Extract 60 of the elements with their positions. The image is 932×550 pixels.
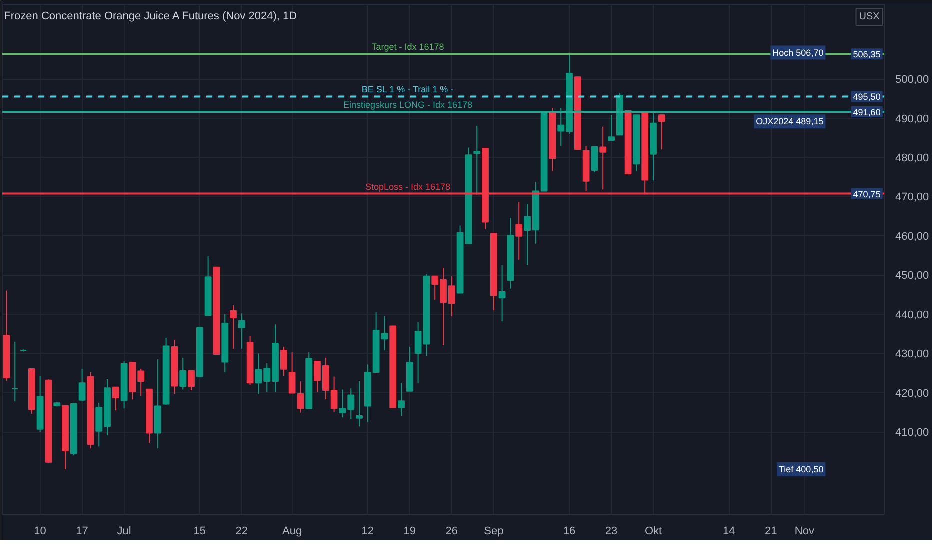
- x-tick-label: Aug: [282, 526, 302, 538]
- candlestick: [112, 386, 120, 412]
- candlestick: [280, 346, 288, 377]
- candlestick: [414, 322, 422, 384]
- y-tick-label: 470,00: [896, 192, 930, 204]
- candlestick: [288, 352, 296, 394]
- y-tick-label: 460,00: [896, 230, 930, 243]
- annotation: 495,50: [853, 92, 881, 102]
- x-tick-label: 19: [404, 526, 416, 538]
- annotation: USX: [859, 12, 880, 22]
- x-tick-label: 22: [236, 526, 248, 538]
- x-tick-label: 21: [764, 526, 778, 538]
- x-tick-label: 15: [194, 526, 206, 538]
- candlestick: [608, 114, 615, 142]
- x-tick-label: Okt: [644, 526, 662, 538]
- candlestick: [356, 381, 363, 428]
- x-tick-label: 10: [34, 526, 46, 538]
- candlestick: [498, 264, 506, 322]
- annotation: Tief 400,50: [779, 464, 824, 474]
- y-tick-label: 420,00: [896, 388, 930, 400]
- ref-line-label: BE SL 1 % - Trail 1 % -: [362, 84, 454, 95]
- x-tick-label: Nov: [794, 526, 815, 538]
- y-tick-label: 490,00: [896, 113, 930, 126]
- candlestick: [230, 304, 237, 350]
- y-tick-label: 440,00: [896, 309, 930, 322]
- y-tick-label: 480,00: [896, 152, 930, 164]
- candlestick: [180, 357, 187, 390]
- annotation: Hoch 506,70: [772, 48, 824, 58]
- candlestick: [188, 370, 195, 392]
- annotation: 506,35: [853, 50, 881, 60]
- x-tick-label: Jul: [117, 526, 132, 538]
- x-tick-label: 26: [446, 526, 458, 538]
- annotation: 491,60: [853, 107, 881, 118]
- candlestick: [600, 126, 607, 190]
- ref-line-label: Target - Idx 16178: [372, 42, 444, 52]
- candlestick: [398, 382, 405, 417]
- y-tick-label: 430,00: [896, 348, 930, 361]
- text: Frozen Concentrate Orange Juice A Futures (Nov 2024), 1D: [4, 10, 298, 22]
- x-tick-label: 14: [722, 526, 736, 538]
- candlestick: [12, 341, 19, 402]
- x-tick-label: 17: [76, 526, 88, 538]
- y-tick-label: 450,00: [896, 270, 930, 282]
- candlestick: [591, 146, 598, 173]
- candlestick: [381, 316, 388, 352]
- annotation: 470,75: [853, 189, 881, 200]
- x-tick-label: 16: [563, 526, 576, 538]
- ref-line-label: StopLoss - Idx 16178: [365, 182, 451, 192]
- candlestick: [238, 313, 246, 350]
- annotation: OJX2024 489,15: [756, 116, 824, 127]
- candlestick: [516, 202, 523, 260]
- candlestick: [658, 114, 666, 150]
- x-tick-label: Sep: [484, 526, 504, 538]
- candlestick: [474, 126, 481, 196]
- y-tick-label: 410,00: [896, 427, 930, 440]
- y-tick-label: 500,00: [896, 74, 930, 86]
- ref-line-label: Einstiegskurs LONG - Idx 16178: [343, 100, 473, 110]
- x-tick-label: 12: [362, 526, 374, 538]
- candlestick: [78, 368, 86, 402]
- candlestick: [297, 381, 304, 414]
- x-tick-label: 23: [605, 526, 618, 538]
